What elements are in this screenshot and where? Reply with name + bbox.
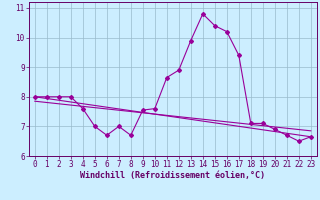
X-axis label: Windchill (Refroidissement éolien,°C): Windchill (Refroidissement éolien,°C) <box>80 171 265 180</box>
